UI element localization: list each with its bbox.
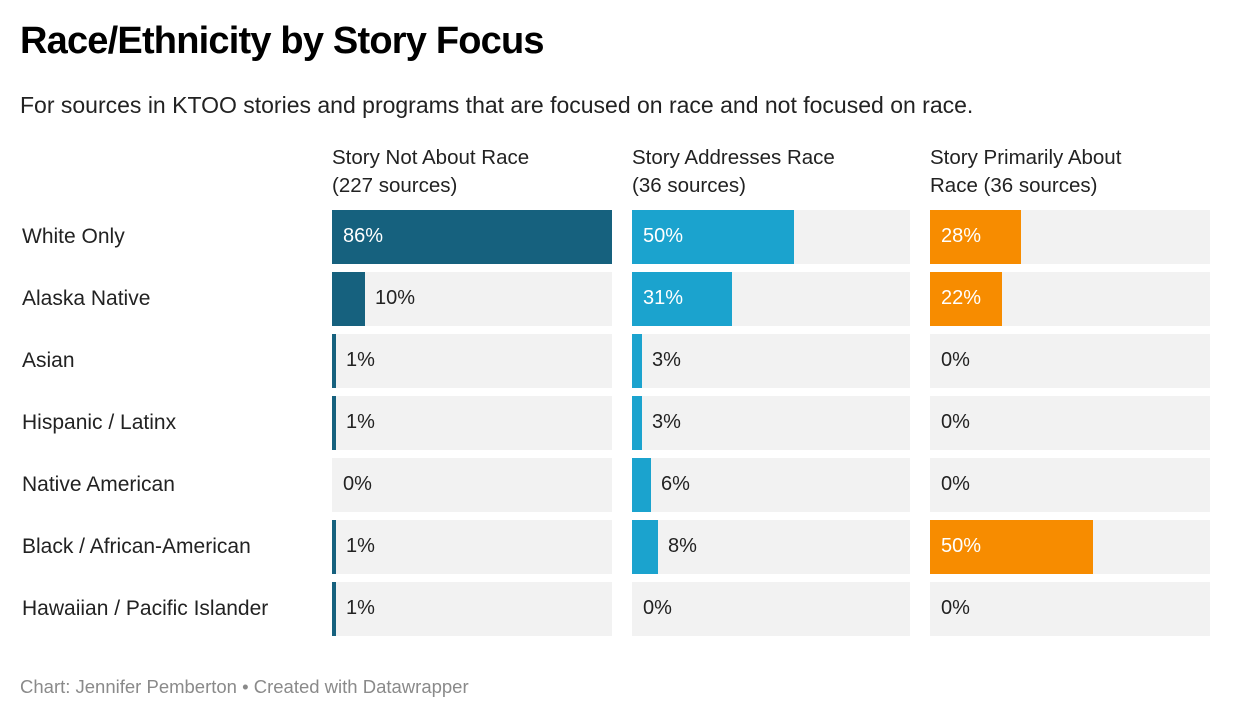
row-label: Hawaiian / Pacific Islander (22, 597, 269, 620)
data-label: 0% (343, 473, 372, 495)
bar (332, 272, 365, 326)
bar-track: 8% (632, 520, 910, 574)
chart-footer: Chart: Jennifer Pemberton • Created with… (20, 676, 469, 697)
data-label: 3% (652, 349, 681, 371)
column-header: Story Addresses Race (36 sources) (632, 146, 835, 197)
row-label: Asian (22, 349, 75, 372)
column-header: Story Not About Race (227 sources) (332, 146, 530, 197)
data-label: 50% (941, 535, 982, 557)
data-label: 6% (661, 473, 690, 495)
row-label: Black / African-American (22, 535, 251, 558)
bar (632, 334, 642, 388)
data-label: 28% (941, 225, 982, 247)
chart-title: Race/Ethnicity by Story Focus (20, 20, 545, 62)
bar-track: 50% (930, 520, 1210, 574)
bar (930, 520, 1093, 574)
bar (930, 272, 1002, 326)
bar-track: 50% (632, 210, 910, 264)
data-label: 8% (668, 535, 697, 557)
bar-track: 22% (930, 272, 1210, 326)
bar-track: 1% (332, 582, 612, 636)
bar-track: 86% (332, 210, 612, 264)
data-label: 31% (643, 287, 684, 309)
bar (632, 396, 642, 450)
bar (332, 210, 612, 264)
column-header: Story Primarily About Race (36 sources) (930, 146, 1122, 197)
data-label: 0% (941, 349, 970, 371)
bar (332, 396, 336, 450)
data-label: 3% (652, 411, 681, 433)
bar (632, 272, 732, 326)
bar (332, 582, 336, 636)
row-label: Hispanic / Latinx (22, 411, 177, 434)
bar (632, 210, 794, 264)
bar-track: 31% (632, 272, 910, 326)
bar-track: 0% (632, 582, 910, 636)
bar-track: 0% (930, 582, 1210, 636)
bar-track: 6% (632, 458, 910, 512)
bar (332, 334, 336, 388)
data-label: 50% (643, 225, 684, 247)
data-label: 1% (346, 597, 375, 619)
data-label: 0% (643, 597, 672, 619)
chart-subtitle: For sources in KTOO stories and programs… (20, 92, 974, 118)
data-label: 1% (346, 349, 375, 371)
bar (332, 520, 336, 574)
bar-track: 3% (632, 334, 910, 388)
data-label: 10% (375, 287, 416, 309)
bar-track: 0% (930, 458, 1210, 512)
data-label: 86% (343, 225, 384, 247)
bar-track: 0% (332, 458, 612, 512)
data-label: 0% (941, 473, 970, 495)
data-label: 1% (346, 411, 375, 433)
bar (632, 520, 658, 574)
bar-track: 3% (632, 396, 910, 450)
bar-track: 10% (332, 272, 612, 326)
data-label: 1% (346, 535, 375, 557)
data-label: 22% (941, 287, 982, 309)
bar (632, 458, 651, 512)
data-label: 0% (941, 597, 970, 619)
row-label: Alaska Native (22, 287, 151, 310)
row-label: Native American (22, 473, 175, 496)
data-label: 0% (941, 411, 970, 433)
bar-track: 0% (930, 396, 1210, 450)
bar-track: 1% (332, 520, 612, 574)
bar-track: 1% (332, 334, 612, 388)
bar-track: 1% (332, 396, 612, 450)
bar-track: 0% (930, 334, 1210, 388)
row-label: White Only (22, 225, 125, 248)
bar-track: 28% (930, 210, 1210, 264)
bar (930, 210, 1021, 264)
